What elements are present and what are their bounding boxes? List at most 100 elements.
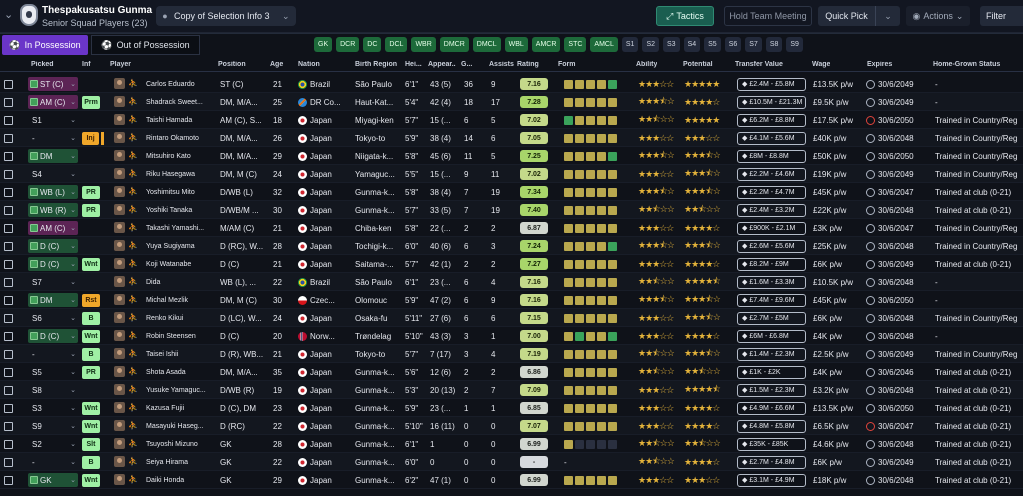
avatar[interactable] — [114, 456, 125, 467]
table-row[interactable]: DM ⌄ ⛹ Mitsuhiro Kato DM, M/A... 29 Japan Niiga… — [0, 147, 1023, 165]
table-row[interactable]: WB (R) ⌄ PR ⛹ Yoshiki Tanaka D/WB/M ... 30 Japa… — [0, 201, 1023, 219]
transfer-value-badge[interactable]: ◆ £7.4M - £9.6M — [737, 294, 806, 307]
nation-cell[interactable]: Japan — [298, 129, 352, 147]
status-badge[interactable]: PR — [82, 186, 100, 199]
row-checkbox[interactable] — [4, 242, 13, 251]
nation-cell[interactable]: Japan — [298, 309, 352, 327]
tab-out-of-possession[interactable]: ⚽ Out of Possession — [91, 35, 200, 55]
avatar[interactable] — [114, 366, 125, 377]
player-name[interactable]: Yoshiki Tanaka — [146, 201, 214, 219]
table-row[interactable]: S9 ⌄ Wnt ⛹ Masayuki Haseg... D (RC) 22 Japan Gun… — [0, 417, 1023, 435]
table-row[interactable]: S5 ⌄ PR ⛹ Shota Asada DM, M/A... 35 Japan Gunma-… — [0, 363, 1023, 381]
picked-dropdown[interactable]: S6 ⌄ — [28, 311, 78, 325]
table-row[interactable]: S2 ⌄ Slt ⛹ Tsuyoshi Mizuno GK 28 Japan Gunma-k..… — [0, 435, 1023, 453]
transfer-value-cell[interactable]: ◆ £3.1M - £4.9M — [737, 471, 809, 489]
col-nation[interactable]: Nation — [298, 61, 320, 68]
player-name[interactable]: Tsuyoshi Mizuno — [146, 435, 214, 453]
col-potential[interactable]: Potential — [683, 61, 713, 68]
row-checkbox[interactable] — [4, 368, 13, 377]
avatar[interactable] — [114, 474, 125, 485]
row-checkbox[interactable] — [4, 80, 13, 89]
picked-dropdown[interactable]: ST (C) ⌄ — [28, 77, 78, 91]
avatar[interactable] — [114, 294, 125, 305]
status-badge[interactable]: Wnt — [82, 258, 100, 271]
avatar[interactable] — [114, 78, 125, 89]
picked-dropdown[interactable]: GK ⌄ — [28, 473, 78, 487]
row-checkbox[interactable] — [4, 260, 13, 269]
chevron-down-icon[interactable]: ⌄ — [4, 10, 13, 21]
transfer-value-cell[interactable]: ◆ £6M - £6.8M — [737, 327, 809, 345]
transfer-value-cell[interactable]: ◆ £2.2M - £4.6M — [737, 165, 809, 183]
player-name[interactable]: Yuya Sugiyama — [146, 237, 214, 255]
position-button[interactable]: WBL — [505, 37, 528, 52]
transfer-value-cell[interactable]: ◆ £900K - £2.1M — [737, 219, 809, 237]
transfer-value-badge[interactable]: ◆ £2.2M - £4.6M — [737, 168, 806, 181]
avatar[interactable] — [114, 330, 125, 341]
transfer-value-badge[interactable]: ◆ £8.2M - £9M — [737, 258, 806, 271]
col-home-grown[interactable]: Home-Grown Status — [933, 61, 1000, 68]
transfer-value-badge[interactable]: ◆ £1K - £2K — [737, 366, 806, 379]
row-checkbox[interactable] — [4, 314, 13, 323]
transfer-value-cell[interactable]: ◆ £2.7M - £5M — [737, 309, 809, 327]
col-appearances[interactable]: Appear... — [428, 61, 456, 68]
avatar[interactable] — [114, 384, 125, 395]
table-row[interactable]: S8 ⌄ ⛹ Yusuke Yamaguc... D/WB (R) 19 Japan Gunm… — [0, 381, 1023, 399]
avatar[interactable] — [114, 438, 125, 449]
row-checkbox[interactable] — [4, 134, 13, 143]
picked-dropdown[interactable]: S9 ⌄ — [28, 419, 78, 433]
status-badge[interactable]: Slt — [82, 438, 100, 451]
status-badge[interactable]: Prm — [82, 96, 100, 109]
player-name[interactable]: Daiki Honda — [146, 471, 214, 489]
status-badge[interactable]: B — [82, 312, 100, 325]
nation-cell[interactable]: Japan — [298, 147, 352, 165]
nation-cell[interactable]: Czec... — [298, 291, 352, 309]
picked-dropdown[interactable]: D (C) ⌄ — [28, 257, 78, 271]
picked-dropdown[interactable]: AM (C) ⌄ — [28, 221, 78, 235]
slot-button[interactable]: S9 — [786, 37, 803, 52]
transfer-value-badge[interactable]: ◆ £8M - £8.8M — [737, 150, 806, 163]
row-checkbox[interactable] — [4, 116, 13, 125]
transfer-value-badge[interactable]: ◆ £4.8M - £5.8M — [737, 420, 806, 433]
slot-button[interactable]: S6 — [725, 37, 742, 52]
col-position[interactable]: Position — [218, 61, 246, 68]
col-height[interactable]: Hei... — [405, 61, 425, 68]
table-row[interactable]: S3 ⌄ Wnt ⛹ Kazusa Fujii D (C), DM 23 Japan Gunma… — [0, 399, 1023, 417]
player-name[interactable]: Takashi Yamashi... — [146, 219, 214, 237]
player-name[interactable]: Masayuki Haseg... — [146, 417, 214, 435]
slot-button[interactable]: S2 — [642, 37, 659, 52]
position-button[interactable]: DMCL — [473, 37, 501, 52]
status-badge[interactable]: Wnt — [82, 474, 100, 487]
row-checkbox[interactable] — [4, 404, 13, 413]
avatar[interactable] — [114, 132, 125, 143]
transfer-value-badge[interactable]: ◆ £900K - £2.1M — [737, 222, 806, 235]
transfer-value-badge[interactable]: ◆ £4.9M - £6.6M — [737, 402, 806, 415]
slot-button[interactable]: S1 — [622, 37, 639, 52]
status-badge[interactable]: Rst — [82, 294, 100, 307]
transfer-value-cell[interactable]: ◆ £4.1M - £5.6M — [737, 129, 809, 147]
status-badge[interactable]: Wnt — [82, 402, 100, 415]
nation-cell[interactable]: Japan — [298, 237, 352, 255]
picked-dropdown[interactable]: S5 ⌄ — [28, 365, 78, 379]
nation-cell[interactable]: Japan — [298, 201, 352, 219]
transfer-value-badge[interactable]: ◆ £1.4M - £2.3M — [737, 348, 806, 361]
player-name[interactable]: Shadrack Sweet... — [146, 93, 214, 111]
table-row[interactable]: AM (C) ⌄ ⛹ Takashi Yamashi... M/AM (C) 21 Japa… — [0, 219, 1023, 237]
position-button[interactable]: DCR — [336, 37, 359, 52]
tab-in-possession[interactable]: ⚽ In Possession — [2, 35, 88, 55]
col-expires[interactable]: Expires — [867, 61, 892, 68]
row-checkbox[interactable] — [4, 422, 13, 431]
quick-pick-button[interactable]: Quick Pick ⌄ — [818, 6, 900, 26]
nation-cell[interactable]: Japan — [298, 453, 352, 471]
row-checkbox[interactable] — [4, 278, 13, 287]
transfer-value-badge[interactable]: ◆ £1.5M - £2.3M — [737, 384, 806, 397]
col-rating[interactable]: Rating — [517, 61, 539, 68]
row-checkbox[interactable] — [4, 224, 13, 233]
col-picked[interactable]: Picked — [31, 61, 54, 68]
col-assists[interactable]: Assists — [489, 61, 514, 68]
player-name[interactable]: Kazusa Fujii — [146, 399, 214, 417]
status-badge[interactable]: B — [82, 456, 100, 469]
slot-button[interactable]: S7 — [745, 37, 762, 52]
table-row[interactable]: S4 ⌄ ⛹ Riku Hasegawa DM, M (C) 24 Japan Yamaguc… — [0, 165, 1023, 183]
col-inf[interactable]: Inf — [82, 61, 91, 68]
avatar[interactable] — [114, 312, 125, 323]
